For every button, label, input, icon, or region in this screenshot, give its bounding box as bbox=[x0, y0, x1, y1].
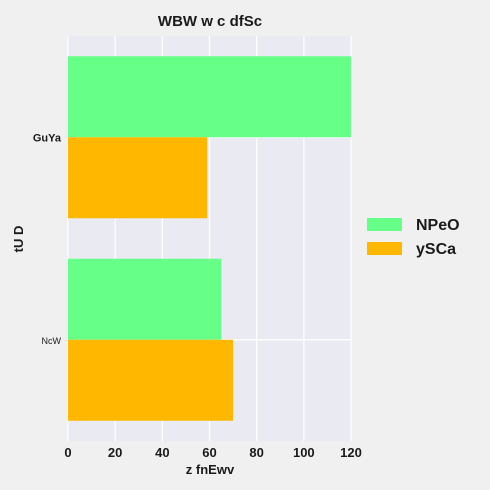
legend: NPeO ySCa bbox=[367, 217, 460, 258]
x-tick-label: 120 bbox=[340, 445, 362, 460]
legend-swatch-ysca bbox=[367, 242, 402, 255]
legend-label-ysca: ySCa bbox=[416, 241, 456, 258]
y-tick-labels: GuYa NcW bbox=[33, 132, 62, 346]
x-tick-label: 20 bbox=[108, 445, 122, 460]
x-tick-label: 0 bbox=[64, 445, 71, 460]
bar-ysca-ncw bbox=[68, 339, 234, 421]
x-axis-label: z fnEwv bbox=[186, 462, 235, 477]
bars bbox=[68, 56, 351, 421]
x-tick-label: 80 bbox=[249, 445, 263, 460]
bar-npeo-ncw bbox=[68, 258, 222, 340]
bar-npeo-guya bbox=[68, 56, 351, 138]
chart-title: WBW w c dfSc bbox=[158, 13, 262, 30]
bar-ysca-guya bbox=[68, 137, 208, 219]
legend-label-npeo: NPeO bbox=[416, 217, 460, 234]
x-tick-label: 40 bbox=[155, 445, 169, 460]
legend-swatch-npeo bbox=[367, 218, 402, 231]
x-tick-labels: 0 20 40 60 80 100 120 bbox=[64, 445, 361, 460]
x-tick-label: 100 bbox=[293, 445, 315, 460]
y-axis-label: tU D bbox=[11, 226, 26, 253]
x-tick-label: 60 bbox=[202, 445, 216, 460]
y-tick-label: NcW bbox=[42, 336, 62, 346]
y-tick-label: GuYa bbox=[33, 132, 62, 144]
